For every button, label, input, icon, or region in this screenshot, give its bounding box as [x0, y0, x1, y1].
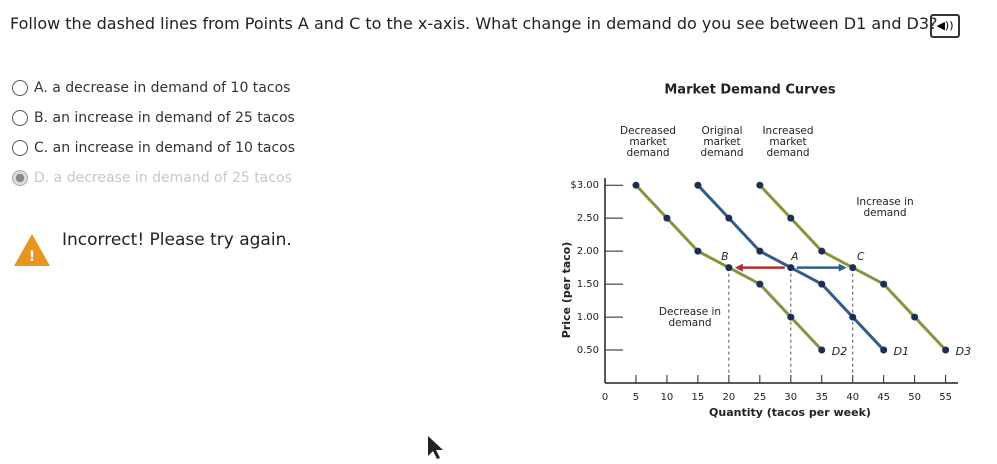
warning-icon — [14, 234, 50, 266]
point — [787, 264, 795, 272]
y-tick-label: 1.00 — [577, 312, 599, 323]
point — [787, 214, 795, 222]
x-tick-label: 25 — [753, 392, 766, 403]
question: Follow the dashed lines from Points A an… — [10, 14, 938, 33]
x-tick-label: 15 — [692, 392, 705, 403]
option-text: B. an increase in demand of 25 tacos — [34, 110, 295, 126]
point — [818, 346, 826, 354]
x-tick-label: 20 — [722, 392, 735, 403]
annotation: Increase in demand — [856, 196, 914, 219]
annotation: C — [857, 250, 865, 263]
x-tick-label: 5 — [633, 392, 639, 403]
point — [911, 313, 919, 321]
point — [756, 280, 764, 288]
point — [756, 181, 764, 189]
point — [849, 264, 857, 272]
point — [849, 313, 857, 321]
point — [818, 280, 826, 288]
point — [694, 247, 702, 255]
annotation: B — [721, 250, 729, 263]
x-tick-label: 10 — [661, 392, 674, 403]
annotation: Decreased market demand — [620, 125, 676, 159]
option-text: D. a decrease in demand of 25 tacos — [34, 170, 292, 186]
x-tick-label: 40 — [846, 392, 859, 403]
option[interactable]: A. a decrease in demand of 10 tacos — [12, 80, 290, 96]
y-axis-title: Price (per taco) — [560, 242, 573, 338]
x-tick-label: 45 — [877, 392, 890, 403]
arrow-head — [734, 263, 743, 272]
feedback: Incorrect! Please try again. — [62, 230, 292, 250]
point — [787, 313, 795, 321]
annotation: Decrease in demand — [658, 306, 722, 329]
point — [725, 264, 733, 272]
point — [663, 214, 671, 222]
x-axis-title: Quantity (tacos per week) — [709, 406, 871, 419]
point — [632, 181, 640, 189]
option[interactable]: C. an increase in demand of 10 tacos — [12, 140, 295, 156]
y-tick-label: 2.50 — [577, 213, 599, 224]
arrow-head — [838, 263, 847, 272]
y-tick-label: 1.50 — [577, 279, 599, 290]
annotation: A — [791, 250, 799, 263]
audio-button[interactable]: ◀)) — [930, 14, 960, 38]
chart-title: Market Demand Curves — [664, 83, 835, 98]
x-tick-label: 0 — [602, 392, 608, 403]
y-tick-label: 0.50 — [577, 345, 599, 356]
series-label: D1 — [894, 345, 909, 358]
warning-mark: ! — [29, 249, 35, 265]
annotation: Original market demand — [700, 125, 744, 159]
x-tick-label: 35 — [815, 392, 828, 403]
point — [694, 181, 702, 189]
point — [725, 214, 733, 222]
point — [880, 346, 888, 354]
series-label: D3 — [956, 345, 971, 358]
option-text: C. an increase in demand of 10 tacos — [34, 140, 296, 156]
point — [818, 247, 826, 255]
x-tick-label: 55 — [939, 392, 952, 403]
annotation: Increased market demand — [762, 125, 814, 159]
x-tick-label: 30 — [784, 392, 797, 403]
option-text: A. a decrease in demand of 10 tacos — [34, 80, 291, 96]
x-tick-label: 50 — [908, 392, 921, 403]
option[interactable]: B. an increase in demand of 25 tacos — [12, 110, 295, 126]
point — [880, 280, 888, 288]
cursor — [428, 436, 443, 459]
y-tick-label: 2.00 — [577, 246, 599, 257]
option[interactable]: D. a decrease in demand of 25 tacos — [12, 170, 292, 186]
point — [756, 247, 764, 255]
series-label: D2 — [832, 345, 847, 358]
y-tick-label: $3.00 — [570, 180, 599, 191]
point — [942, 346, 950, 354]
